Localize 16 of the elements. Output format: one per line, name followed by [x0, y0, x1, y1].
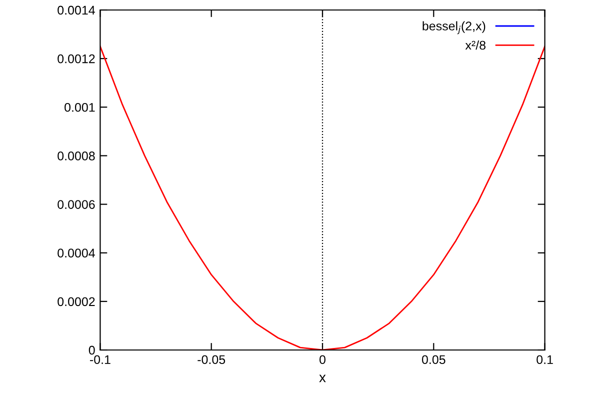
- legend-label: x²/8: [465, 40, 486, 50]
- y-tick-label: 0.0002: [58, 297, 95, 306]
- legend-label: bessel$_{j}$(2,x): [422, 21, 486, 34]
- x-tick-label: 0.1: [536, 355, 553, 364]
- x-tick-label: -0.1: [90, 355, 110, 364]
- y-tick-label: 0.0012: [58, 54, 95, 64]
- y-tick-label: 0.0014: [58, 6, 95, 15]
- y-tick-label: 0.0008: [58, 152, 95, 160]
- x-tick-label: -0.05: [198, 355, 226, 364]
- x-tick-label: 0.05: [422, 355, 446, 364]
- y-tick-label: 0.001: [64, 102, 95, 112]
- y-tick-label: 0.0004: [58, 248, 95, 258]
- y-tick-label: 0.0006: [58, 200, 95, 209]
- x-tick-label: 0: [320, 355, 326, 364]
- y-tick-label: 0: [88, 346, 95, 355]
- x-axis-title: x: [319, 374, 326, 382]
